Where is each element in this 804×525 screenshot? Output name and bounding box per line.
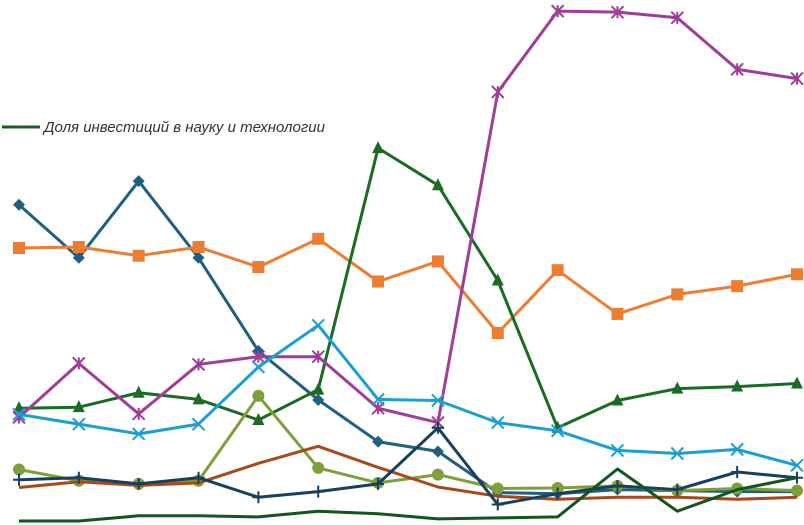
series-5-point-2 (72, 356, 86, 371)
series-8-point-7 (372, 477, 385, 490)
series-3-point-9 (491, 273, 504, 286)
series-2-point-9 (491, 326, 504, 339)
series-5-point-3 (131, 407, 146, 421)
series-2-point-7 (372, 275, 385, 288)
series-6-point-14 (790, 458, 804, 473)
series-5-line (17, 9, 798, 425)
series-1-point-3 (132, 175, 145, 188)
series-8-point-11 (611, 479, 624, 492)
series-2 (13, 232, 803, 339)
series-5-point-12 (670, 11, 685, 25)
series-2-point-3 (132, 249, 145, 262)
series-3 (13, 141, 803, 433)
series-2-line (18, 237, 798, 335)
series-1-point-1 (13, 198, 25, 211)
series-5 (12, 4, 804, 430)
series-1-point-8 (431, 445, 444, 458)
series-4-point-1 (13, 463, 25, 476)
series-4-point-9 (491, 482, 504, 495)
series-7-line (18, 444, 798, 501)
series-3-point-8 (431, 178, 444, 191)
series-3-point-7 (372, 141, 385, 154)
series-7 (18, 444, 798, 501)
series-2-point-1 (13, 242, 25, 255)
series-5-point-9 (491, 85, 505, 99)
series-8-line (18, 426, 798, 506)
series-8-point-4 (192, 471, 205, 484)
series-layer (12, 4, 804, 523)
series-8-point-5 (252, 491, 265, 504)
series-6 (12, 318, 804, 473)
series-8-point-12 (671, 483, 684, 496)
series-2-point-14 (791, 268, 803, 281)
series-4-point-5 (252, 389, 265, 402)
series-3-point-14 (791, 376, 803, 389)
series-1-point-7 (372, 435, 385, 448)
series-5-point-6 (311, 349, 325, 364)
series-2-point-12 (671, 288, 684, 301)
series-2-point-11 (611, 307, 624, 320)
series-1 (13, 175, 803, 500)
series-6-line (18, 323, 798, 467)
series-6-point-3 (131, 427, 146, 441)
series-6-point-4 (191, 417, 206, 431)
series-5-point-10 (550, 4, 565, 18)
series-1-point-2 (72, 251, 85, 264)
series-6-point-10 (550, 424, 565, 438)
series-2-point-6 (312, 232, 325, 245)
series-8-point-9 (491, 498, 504, 511)
series-8-point-10 (551, 487, 564, 500)
series-8-point-3 (132, 477, 145, 490)
series-2-point-5 (252, 261, 265, 274)
series-4-point-6 (312, 461, 325, 474)
series-8-point-13 (731, 466, 744, 479)
legend: Доля инвестиций в науку и технологии (2, 119, 326, 136)
series-5-point-11 (610, 5, 625, 19)
series-8-point-2 (72, 471, 85, 484)
series-6-point-6 (311, 318, 325, 332)
series-8-point-8 (431, 421, 444, 434)
series-8-point-6 (312, 485, 325, 498)
series-8-point-1 (13, 473, 25, 486)
series-6-point-5 (251, 360, 266, 374)
series-6-point-13 (730, 442, 744, 457)
series-1-point-4 (192, 251, 205, 264)
series-9-line (19, 467, 798, 523)
series-2-point-10 (551, 264, 564, 277)
series-2-point-8 (431, 255, 444, 268)
series-3-point-3 (132, 385, 145, 398)
series-2-point-13 (731, 280, 744, 293)
series-5-point-5 (251, 349, 266, 364)
series-6-point-9 (491, 415, 505, 430)
series-5-point-4 (191, 357, 206, 372)
series-6-point-8 (431, 393, 445, 408)
series-4-point-14 (791, 484, 803, 497)
series-3-point-5 (252, 413, 265, 426)
series-4-point-8 (431, 468, 444, 481)
series-5-point-14 (790, 71, 804, 86)
series-3-point-12 (671, 381, 684, 394)
series-4 (13, 389, 803, 497)
series-3-point-4 (192, 392, 205, 405)
series-1-line (18, 179, 797, 496)
series-6-point-11 (610, 443, 625, 458)
series-2-point-4 (192, 240, 205, 253)
series-3-point-6 (312, 382, 325, 395)
series-3-point-13 (731, 379, 744, 392)
series-9 (19, 467, 798, 523)
series-5-point-13 (730, 62, 744, 77)
series-2-point-2 (72, 240, 85, 253)
series-3-point-11 (611, 393, 624, 406)
series-3-point-2 (72, 400, 85, 413)
series-6-point-1 (12, 407, 26, 422)
series-6-point-7 (371, 392, 385, 407)
legend-label: Доля инвестиций в науку и технологии (42, 119, 326, 136)
series-3-line (18, 146, 798, 430)
series-6-point-12 (670, 446, 685, 461)
series-6-point-2 (72, 417, 86, 431)
series-1-point-6 (312, 393, 325, 406)
